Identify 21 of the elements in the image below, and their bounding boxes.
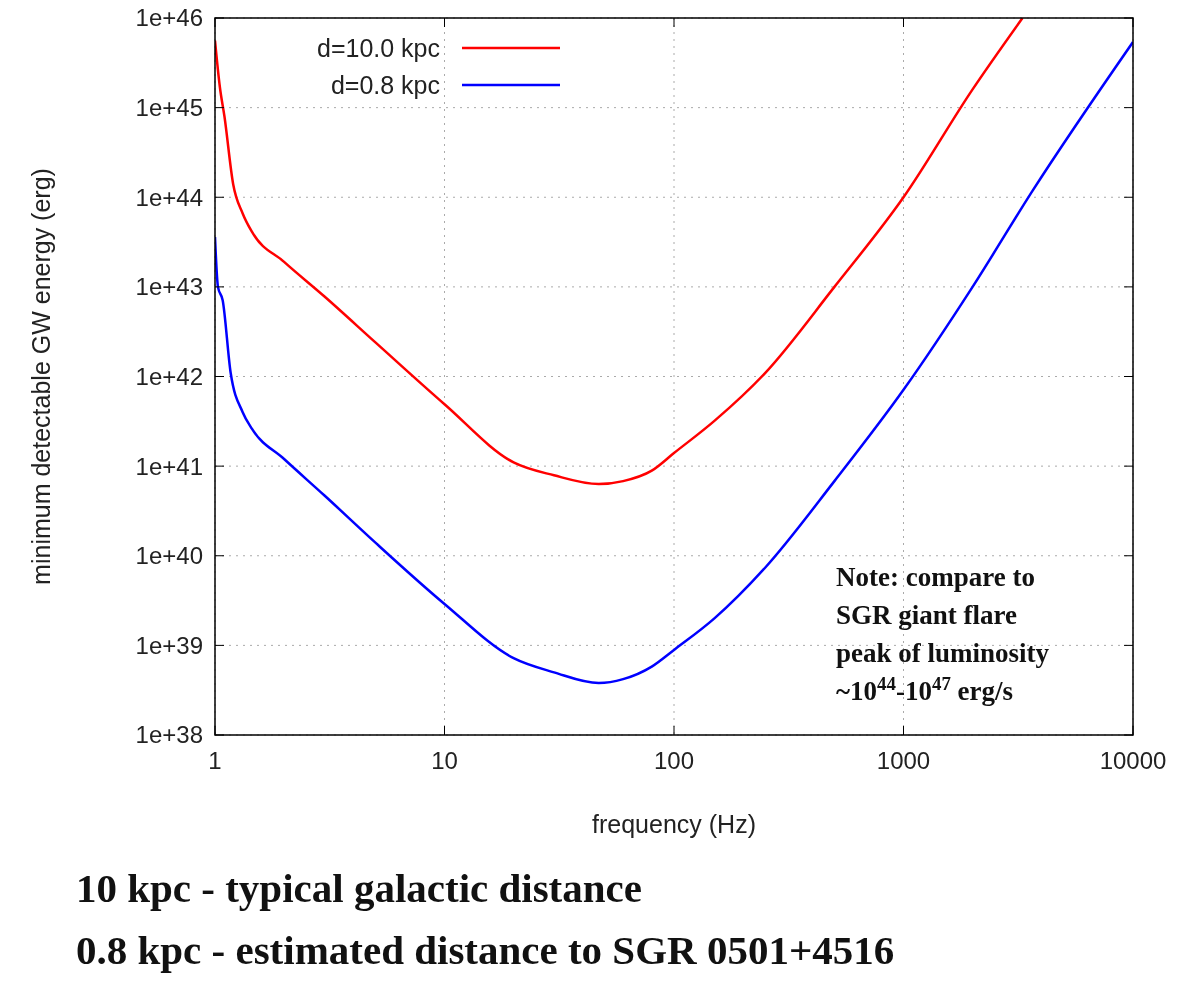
x-tick-label: 10 [431,747,458,774]
x-tick-label: 1000 [876,747,931,774]
y-tick-label: 1e+38 [135,721,203,749]
y-tick-label: 1e+43 [135,273,203,301]
legend-label: d=10.0 kpc [316,33,440,62]
text: 0.8 kpc - estimated distance to SGR 0501+4516 [76,927,895,973]
y-tick-label: 1e+40 [135,542,203,570]
annotation: Note: compare to SGR giant flare peak of luminosity ~10$^{44}$-10$^{47}$ erg/s [836,562,1050,706]
x-tick-label: 10000 [1099,747,1167,774]
y-tick-label: 1e+46 [135,4,203,32]
y-tick-label: 1e+45 [135,94,203,122]
y-tick-label: 1e+41 [135,452,203,480]
text: 10 kpc - typical galactic distance [76,865,642,911]
x-axis-title: frequency (Hz) [592,810,756,838]
x-tick-label: 1 [208,747,222,774]
y-axis-title: minimum detectable GW energy (erg) [27,168,55,585]
x-tick-label: 100 [653,747,695,774]
y-tick-label: 1e+42 [135,362,203,390]
y-tick-label: 1e+44 [135,183,203,211]
y-tick-label: 1e+39 [135,631,203,659]
legend-label: d=0.8 kpc [330,70,440,99]
